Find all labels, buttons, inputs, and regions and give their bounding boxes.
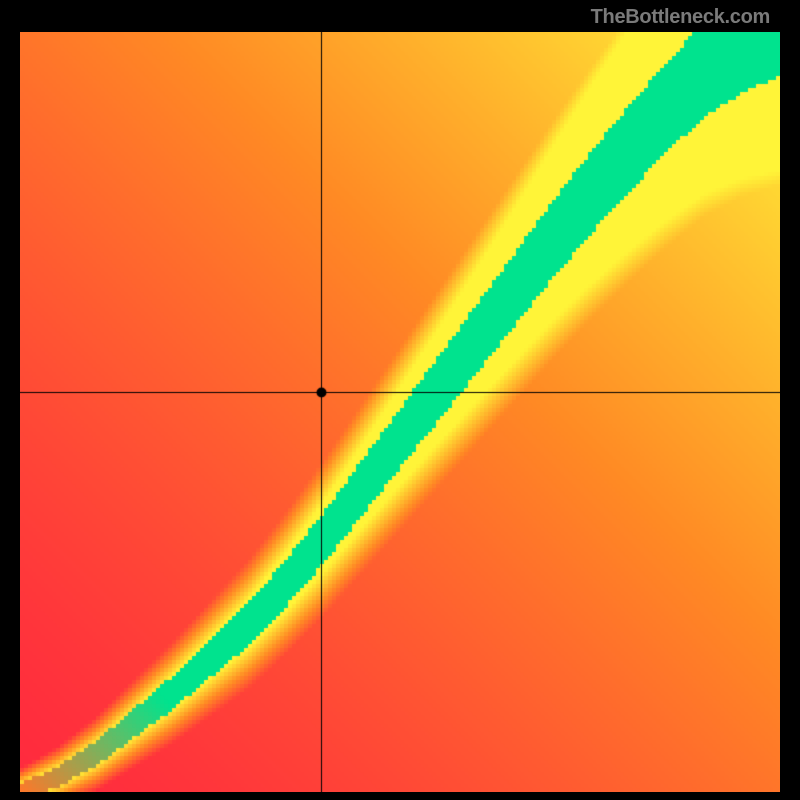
heatmap-canvas — [20, 32, 780, 792]
watermark-label: TheBottleneck.com — [591, 6, 770, 29]
chart-container: TheBottleneck.com — [0, 0, 800, 800]
